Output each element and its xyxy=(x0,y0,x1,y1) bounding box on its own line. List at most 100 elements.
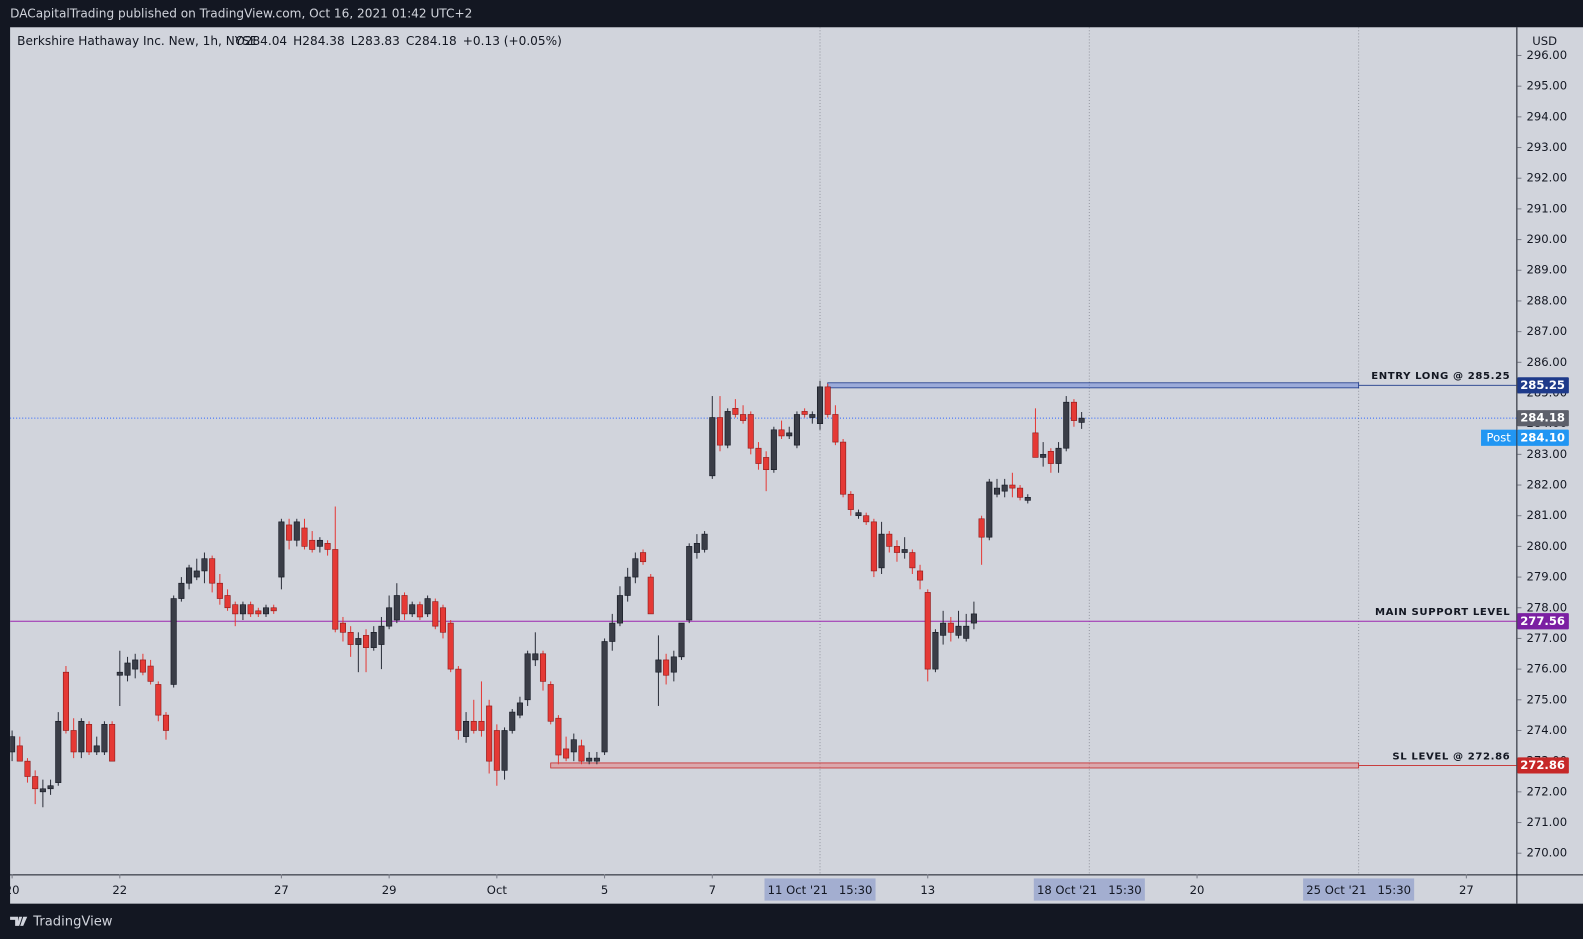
legend-value: C284.18 xyxy=(406,34,457,48)
candle-body xyxy=(501,730,508,771)
y-tick-label: 275.00 xyxy=(1526,692,1567,706)
candle-body xyxy=(116,671,123,676)
candle-body xyxy=(601,641,608,753)
candle-body xyxy=(616,595,623,624)
legend-value: O284.04 xyxy=(235,34,287,48)
candle-body xyxy=(678,622,685,658)
level-label: ENTRY LONG @ 285.25 xyxy=(1371,371,1510,382)
candle-body xyxy=(578,745,585,762)
x-tick-label: 18 Oct '21 15:30 xyxy=(1037,883,1142,897)
x-tick-label: 27 xyxy=(274,883,289,897)
candle-body xyxy=(1078,417,1085,423)
candle-body xyxy=(209,558,216,584)
candle-body xyxy=(93,745,100,753)
candle-body xyxy=(332,549,339,630)
candle-body xyxy=(539,653,547,682)
level-band xyxy=(827,382,1360,389)
y-tick-label: 270.00 xyxy=(1526,846,1567,860)
candle-body xyxy=(432,601,439,627)
y-tick-label: 281.00 xyxy=(1526,508,1567,522)
candle-body xyxy=(870,521,877,572)
candle-body xyxy=(201,558,208,572)
candle-body xyxy=(886,533,893,547)
candle-body xyxy=(970,613,977,624)
candle-body xyxy=(793,414,800,446)
y-tick-label: 282.00 xyxy=(1526,478,1567,492)
candle-body xyxy=(70,730,77,753)
candle-body xyxy=(493,730,500,771)
candle-body xyxy=(524,653,531,701)
candle-body xyxy=(724,411,731,446)
candle-body xyxy=(62,671,69,731)
candle-body xyxy=(101,724,108,753)
x-tick-label: 29 xyxy=(382,883,397,897)
y-tick-label: 286.00 xyxy=(1526,355,1567,369)
header: DACapitalTrading published on TradingVie… xyxy=(10,7,472,21)
candle-body xyxy=(463,720,470,737)
candle-body xyxy=(455,668,462,731)
candle-body xyxy=(193,570,200,578)
candle-body xyxy=(986,481,993,538)
candle-body xyxy=(647,576,654,615)
candle-body xyxy=(447,622,454,670)
candle-body xyxy=(732,408,739,415)
candle-body xyxy=(547,684,554,722)
candle-body xyxy=(570,739,577,753)
candle-body xyxy=(286,524,293,541)
y-tick-label: 280.00 xyxy=(1526,539,1567,553)
candle-body xyxy=(963,625,970,639)
level-label: SL LEVEL @ 272.86 xyxy=(1392,751,1510,762)
chart-background xyxy=(10,27,1583,904)
y-tick-label: 272.00 xyxy=(1526,784,1567,798)
candle-body xyxy=(439,607,447,633)
y-tick-label: 292.00 xyxy=(1526,171,1567,185)
candle-body xyxy=(909,552,916,569)
y-tick-label: 278.00 xyxy=(1526,600,1567,614)
y-tick-label: 279.00 xyxy=(1526,570,1567,584)
candle-body xyxy=(778,429,785,437)
y-tick-label: 271.00 xyxy=(1526,815,1567,829)
y-tick-label: 276.00 xyxy=(1526,662,1567,676)
legend-value: L283.83 xyxy=(351,34,400,48)
candle-body xyxy=(1070,401,1077,421)
x-tick-label: 20 xyxy=(1190,883,1205,897)
candle-body xyxy=(232,604,239,615)
level-tag-bg xyxy=(1517,613,1569,630)
candle-body xyxy=(532,653,539,661)
time-highlight xyxy=(764,878,876,901)
candle-body xyxy=(801,411,808,415)
candle-body xyxy=(586,757,593,762)
level-tag-bg xyxy=(1517,377,1569,394)
candle-body xyxy=(155,684,162,716)
candle-body xyxy=(47,785,54,790)
post-price-tag-bg xyxy=(1517,429,1569,446)
candle-body xyxy=(878,533,885,569)
candle-body xyxy=(1047,450,1054,464)
plot xyxy=(10,27,1517,875)
candle-body xyxy=(770,429,777,470)
y-tick-label: 287.00 xyxy=(1526,324,1567,338)
post-label-bg xyxy=(1481,429,1517,446)
candle-body xyxy=(1001,484,1008,492)
candle-body xyxy=(709,417,716,477)
level-tag: 285.25 xyxy=(1520,378,1565,392)
y-tick-label: 288.00 xyxy=(1526,293,1567,307)
time-highlight xyxy=(1033,878,1145,901)
y-tick-label: 274.00 xyxy=(1526,723,1567,737)
candle-body xyxy=(716,417,724,446)
candle-body xyxy=(478,720,485,731)
candle-body xyxy=(162,714,170,731)
candle-body xyxy=(278,521,285,578)
candle-body xyxy=(124,662,131,676)
y-tick-label: 291.00 xyxy=(1526,201,1567,215)
candle-body xyxy=(1055,447,1062,464)
candle-body xyxy=(655,659,662,673)
y-tick-label: 283.00 xyxy=(1526,447,1567,461)
candle-body xyxy=(786,432,793,437)
candle-body xyxy=(401,595,408,615)
candle-body xyxy=(309,539,316,550)
x-tick-label: 25 Oct '21 15:30 xyxy=(1306,883,1411,897)
candle-body xyxy=(693,543,700,553)
